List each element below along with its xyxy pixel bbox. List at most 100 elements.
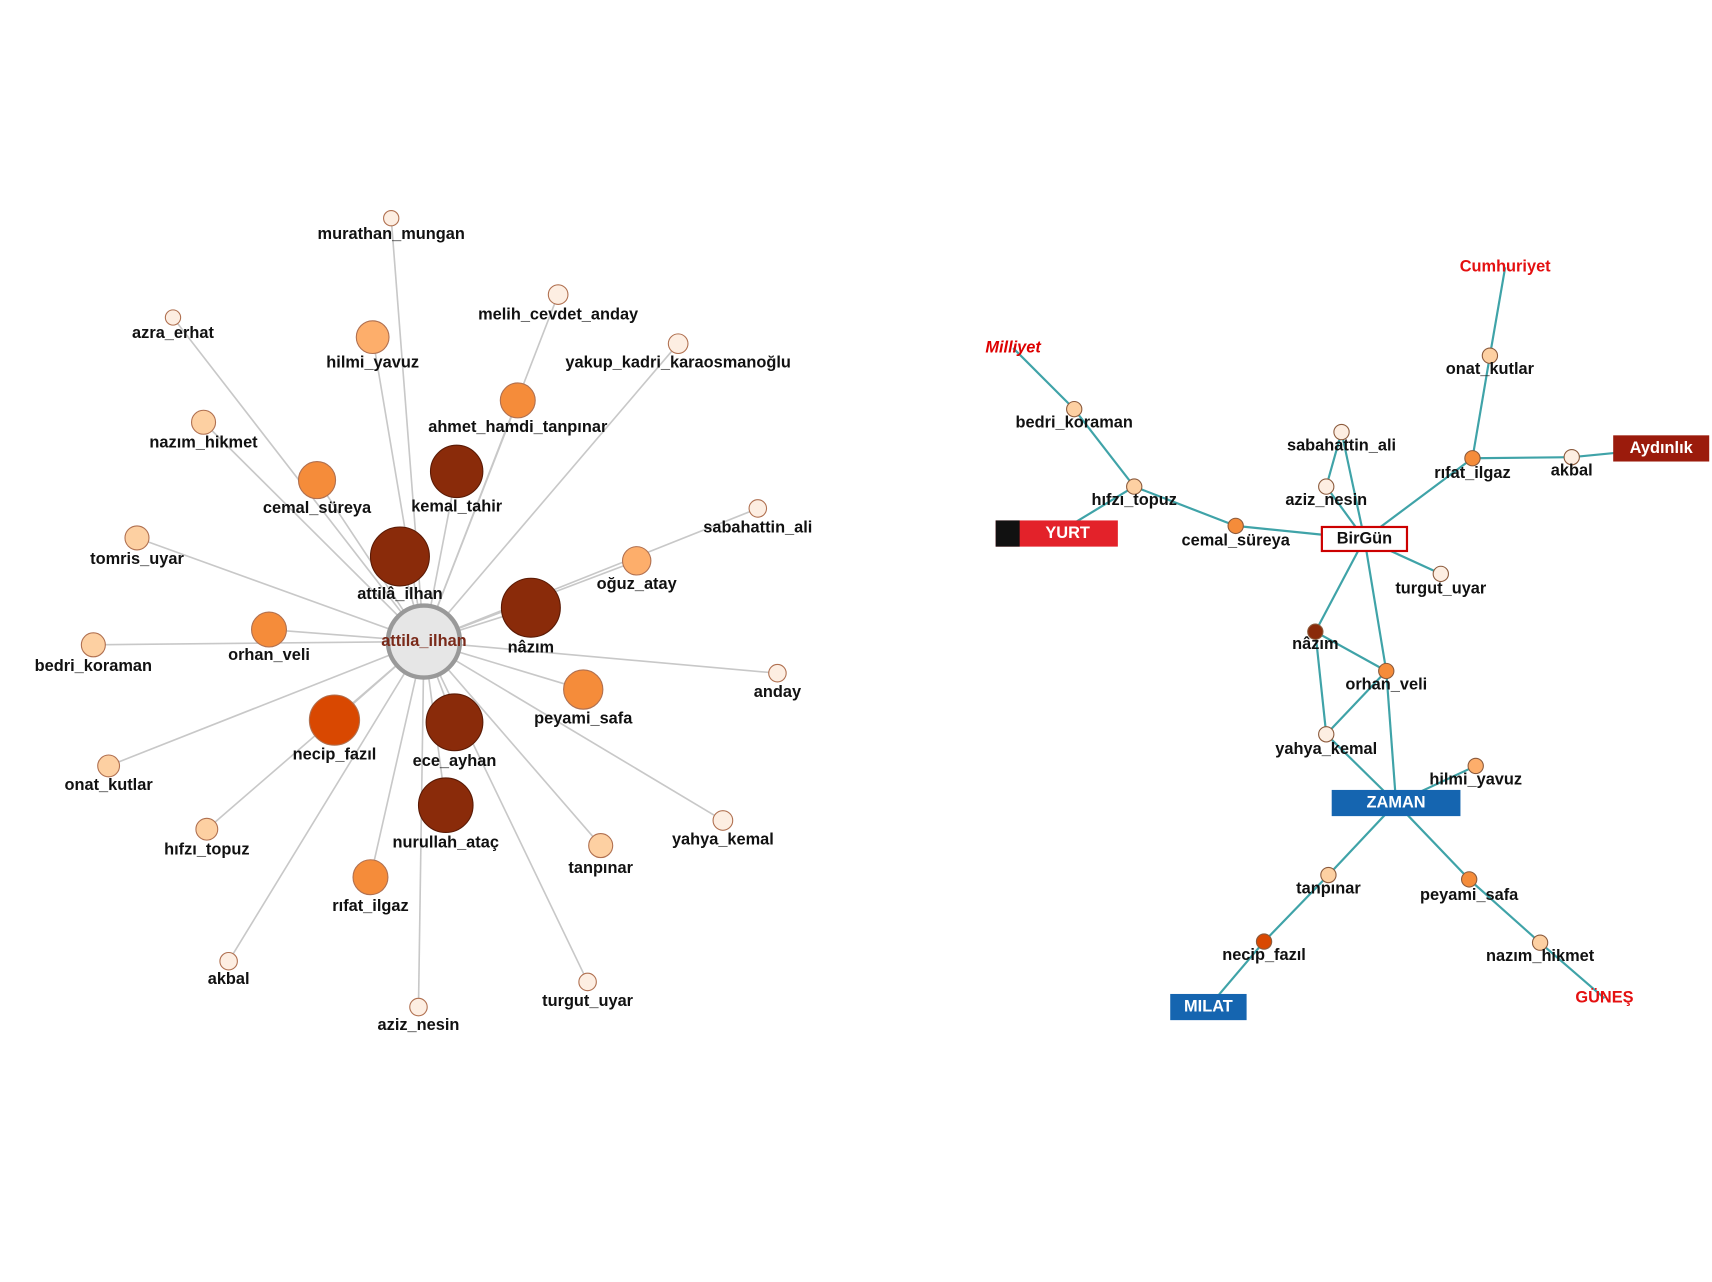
node-label: azra_erhat <box>132 324 214 342</box>
center-label: attila_ilhan <box>381 632 466 650</box>
logo-mark <box>995 520 1020 547</box>
edge <box>1539 941 1606 1000</box>
node-label: cemal_süreya <box>263 499 372 517</box>
edge <box>1363 457 1474 540</box>
node <box>417 777 474 834</box>
newspaper-logo: YURT <box>995 520 1118 547</box>
node-label: melih_cevdet_anday <box>478 306 639 324</box>
node-label: akbal <box>1551 462 1593 480</box>
node <box>1333 423 1350 441</box>
node-label: tanpınar <box>1296 880 1361 898</box>
node <box>164 309 182 326</box>
logo-box <box>1613 435 1710 462</box>
node <box>712 810 734 831</box>
node-label: kemal_tahir <box>411 498 503 516</box>
node <box>308 694 361 746</box>
node <box>1320 866 1337 884</box>
node-label: yahya_kemal <box>672 830 774 848</box>
node-label: turgut_uyar <box>1395 580 1487 598</box>
edge <box>227 641 425 962</box>
node <box>1126 478 1143 495</box>
edge <box>423 343 679 643</box>
node <box>1432 565 1449 583</box>
node <box>748 499 768 518</box>
newspaper-logo: MILAT <box>1170 993 1247 1021</box>
node <box>1227 517 1244 535</box>
node <box>1066 400 1083 418</box>
node-label: peyami_safa <box>534 709 633 727</box>
node <box>499 382 536 419</box>
newspaper-name: Aydınlık <box>1630 439 1694 457</box>
edge <box>423 641 602 847</box>
node <box>219 951 238 971</box>
node-label: necip_fazıl <box>293 745 377 763</box>
node-label: nazım_hikmet <box>149 433 258 451</box>
newspaper-name: Cumhuriyet <box>1460 258 1551 276</box>
node-label: nâzım <box>508 638 554 656</box>
center-node <box>385 603 463 680</box>
node-label: nâzım <box>1292 635 1338 653</box>
node-label: turgut_uyar <box>542 992 634 1010</box>
node-label: aziz_nesin <box>1285 491 1367 509</box>
node <box>1307 623 1324 640</box>
node <box>251 611 288 648</box>
newspaper-name: Milliyet <box>985 338 1041 356</box>
node-label: necip_fazıl <box>1222 946 1306 964</box>
node-label: hıfzı_topuz <box>164 840 249 858</box>
node <box>97 754 121 778</box>
edge <box>1325 431 1343 487</box>
node-label: rıfat_ilgaz <box>332 897 408 915</box>
edge <box>1314 631 1328 735</box>
node <box>124 525 150 551</box>
node <box>429 444 484 499</box>
edge <box>136 537 425 643</box>
node-label: ece_ayhan <box>413 752 497 770</box>
node-label: tomris_uyar <box>90 550 184 568</box>
node <box>80 632 106 658</box>
node <box>1467 757 1484 775</box>
newspaper-name: MILAT <box>1184 997 1233 1015</box>
edge <box>369 641 425 878</box>
node-label: bedri_koraman <box>35 657 152 675</box>
node <box>588 833 614 859</box>
newspaper-name: BirGün <box>1337 529 1392 547</box>
node <box>190 409 217 435</box>
edge <box>1488 267 1507 356</box>
edge <box>202 421 425 643</box>
newspaper-logo: Aydınlık <box>1613 435 1710 462</box>
node <box>500 577 561 638</box>
edge <box>1471 355 1491 459</box>
node <box>768 663 787 683</box>
node <box>425 693 484 752</box>
edge <box>423 640 724 822</box>
edge <box>1325 670 1388 736</box>
logo-box <box>1170 993 1247 1021</box>
edge <box>1385 670 1398 804</box>
edge <box>423 640 778 675</box>
edge <box>1314 538 1366 633</box>
edge <box>423 400 519 642</box>
node-label: onat_kutlar <box>65 776 154 794</box>
node-label: akbal <box>208 970 250 988</box>
node <box>409 997 428 1017</box>
edge <box>1263 874 1330 943</box>
node <box>621 546 652 576</box>
newspaper-name: GÜNEŞ <box>1575 988 1633 1007</box>
node-label: sabahattin_ali <box>703 518 812 536</box>
node-label: hıfzı_topuz <box>1092 491 1177 509</box>
node-label: hilmi_yavuz <box>1429 770 1522 788</box>
node <box>1378 662 1395 680</box>
node-label: nurullah_ataç <box>393 834 499 852</box>
node-label: onat_kutlar <box>1446 360 1535 378</box>
node-label: nazım_hikmet <box>1486 947 1595 965</box>
node <box>1460 871 1478 888</box>
node <box>195 817 219 841</box>
node-label: peyami_safa <box>1420 886 1519 904</box>
node-label: tanpınar <box>568 859 633 877</box>
node <box>1318 478 1335 495</box>
node <box>667 333 689 355</box>
node-label: ahmet_hamdi_tanpınar <box>428 418 608 436</box>
right-nodes: Cumhuriyet Milliyet Aydınlık YURT BirGün ZAMA… <box>985 258 1710 1021</box>
